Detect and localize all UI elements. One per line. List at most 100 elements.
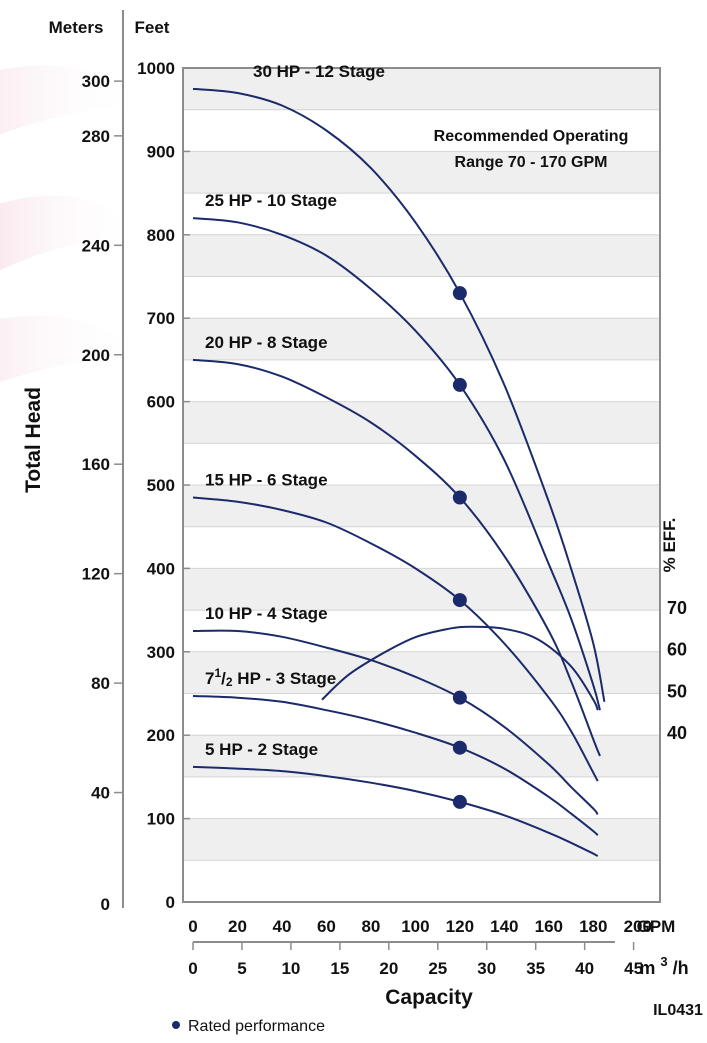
efficiency-tick-label: 40 — [667, 723, 687, 743]
m3h-tick-label: 25 — [428, 959, 447, 978]
gpm-tick-label: 120 — [446, 917, 474, 936]
gpm-tick-label: 200 — [624, 917, 652, 936]
pump-curve-4 — [192, 629, 599, 816]
feet-tick-label: 800 — [147, 226, 175, 245]
feet-tick-label: 1000 — [137, 59, 175, 78]
grid-band — [183, 568, 660, 611]
m3h-unit-sup: 3 — [660, 954, 667, 969]
rated-point-5 — [452, 740, 467, 755]
m3h-unit-main: m — [639, 958, 655, 978]
series-label-6: 5 HP - 2 Stage — [205, 740, 318, 759]
meters-tick-label: 200 — [82, 346, 110, 365]
gpm-tick-label: 160 — [535, 917, 563, 936]
background-watermark — [0, 65, 140, 383]
m3h-tick-label: 0 — [188, 959, 197, 978]
meters-tick-label: 0 — [101, 895, 110, 914]
grid-band — [183, 818, 660, 861]
gpm-tick-label: 100 — [401, 917, 429, 936]
meters-tick-label: 160 — [82, 455, 110, 474]
feet-tick-label: 500 — [147, 476, 175, 495]
meters-tick-label: 300 — [82, 72, 110, 91]
meters-axis-header: Meters — [49, 18, 104, 37]
feet-axis: 0 100 200 300 400 500 600 700 800 900 1000 — [137, 59, 190, 912]
meters-tick-label: 280 — [82, 127, 110, 146]
annotation-line-1: Recommended Operating — [434, 128, 629, 145]
series-label-0: 30 HP - 12 Stage — [253, 62, 385, 81]
pump-curve-0 — [192, 87, 606, 702]
m3h-tick-label: 5 — [237, 959, 246, 978]
gpm-tick-label: 180 — [579, 917, 607, 936]
m3h-axis: 0 5 10 15 20 25 30 35 40 45 — [188, 942, 643, 978]
watermark-swoosh-0 — [0, 65, 140, 135]
efficiency-tick-label: 50 — [667, 681, 687, 701]
rated-point-0 — [452, 286, 467, 301]
efficiency-curve — [321, 625, 599, 711]
meters-axis: 0 40 80 120 160 200 240 280 300 — [82, 72, 123, 914]
grid-band — [183, 68, 660, 110]
gpm-tick-label: 60 — [317, 917, 336, 936]
rated-point-6 — [452, 794, 467, 809]
efficiency-curve-group — [321, 625, 599, 711]
gpm-tick-label: 20 — [228, 917, 247, 936]
gpm-tick-label: 40 — [272, 917, 291, 936]
m3h-tick-label: 10 — [281, 959, 300, 978]
efficiency-tick-label: 70 — [667, 598, 687, 618]
grid-band — [183, 234, 660, 277]
m3h-tick-label: 40 — [575, 959, 594, 978]
m3h-tick-label: 20 — [379, 959, 398, 978]
left-axis-title: Total Head — [22, 387, 45, 493]
feet-tick-label: 700 — [147, 309, 175, 328]
meters-tick-label: 40 — [91, 784, 110, 803]
efficiency-axis: 70 60 50 40 — [667, 598, 687, 743]
m3h-tick-label: 35 — [526, 959, 545, 978]
watermark-swoosh-1 — [0, 195, 140, 271]
rated-points — [452, 286, 467, 809]
legend-marker — [172, 1021, 180, 1029]
m3h-tick-label: 15 — [330, 959, 349, 978]
pump-curve-1 — [192, 217, 601, 711]
series-labels: 30 HP - 12 Stage 25 HP - 10 Stage 20 HP - … — [205, 62, 385, 759]
rated-point-1 — [452, 377, 467, 392]
m3h-unit-label: m 3 /h — [639, 950, 688, 978]
feet-tick-label: 600 — [147, 393, 175, 412]
legend-label: Rated performance — [188, 1018, 325, 1035]
gpm-tick-label: 0 — [188, 917, 197, 936]
series-label-4: 10 HP - 4 Stage — [205, 604, 328, 623]
gpm-axis: 0 20 40 60 80 100 120 140 160 180 200 — [188, 917, 652, 936]
feet-tick-label: 0 — [166, 893, 175, 912]
series-label-5: 71/2 HP - 3 Stage — [205, 666, 336, 689]
m3h-tick-label: 30 — [477, 959, 496, 978]
feet-tick-label: 100 — [147, 810, 175, 829]
gpm-unit-label: GPM — [637, 917, 676, 936]
meters-tick-label: 80 — [91, 674, 110, 693]
m3h-tick-label: 45 — [624, 959, 643, 978]
pump-curves — [192, 87, 606, 857]
feet-tick-label: 900 — [147, 142, 175, 161]
grid-band — [183, 318, 660, 360]
grid-band — [183, 401, 660, 444]
feet-tick-label: 200 — [147, 726, 175, 745]
pump-curve-3 — [192, 496, 599, 782]
rated-point-2 — [452, 490, 467, 505]
label-numerator: 1 — [214, 666, 221, 680]
x-axis-title: Capacity — [385, 986, 473, 1009]
label-whole: 7 — [205, 669, 214, 688]
grid-band — [183, 485, 660, 527]
series-label-2: 20 HP - 8 Stage — [205, 333, 328, 352]
efficiency-axis-title: % EFF. — [660, 518, 679, 573]
annotation-line-2: Range 70 - 170 GPM — [455, 154, 608, 171]
gpm-tick-label: 140 — [490, 917, 518, 936]
pump-curve-2 — [192, 358, 601, 757]
feet-tick-label: 400 — [147, 559, 175, 578]
meters-tick-label: 120 — [82, 565, 110, 584]
watermark-swoosh-2 — [0, 315, 140, 383]
gpm-tick-label: 80 — [361, 917, 380, 936]
pump-curve-5 — [192, 695, 599, 837]
series-label-3: 15 HP - 6 Stage — [205, 471, 328, 490]
series-label-1: 25 HP - 10 Stage — [205, 191, 337, 210]
grid-band — [183, 651, 660, 694]
axes — [122, 10, 661, 943]
feet-tick-label: 300 — [147, 643, 175, 662]
